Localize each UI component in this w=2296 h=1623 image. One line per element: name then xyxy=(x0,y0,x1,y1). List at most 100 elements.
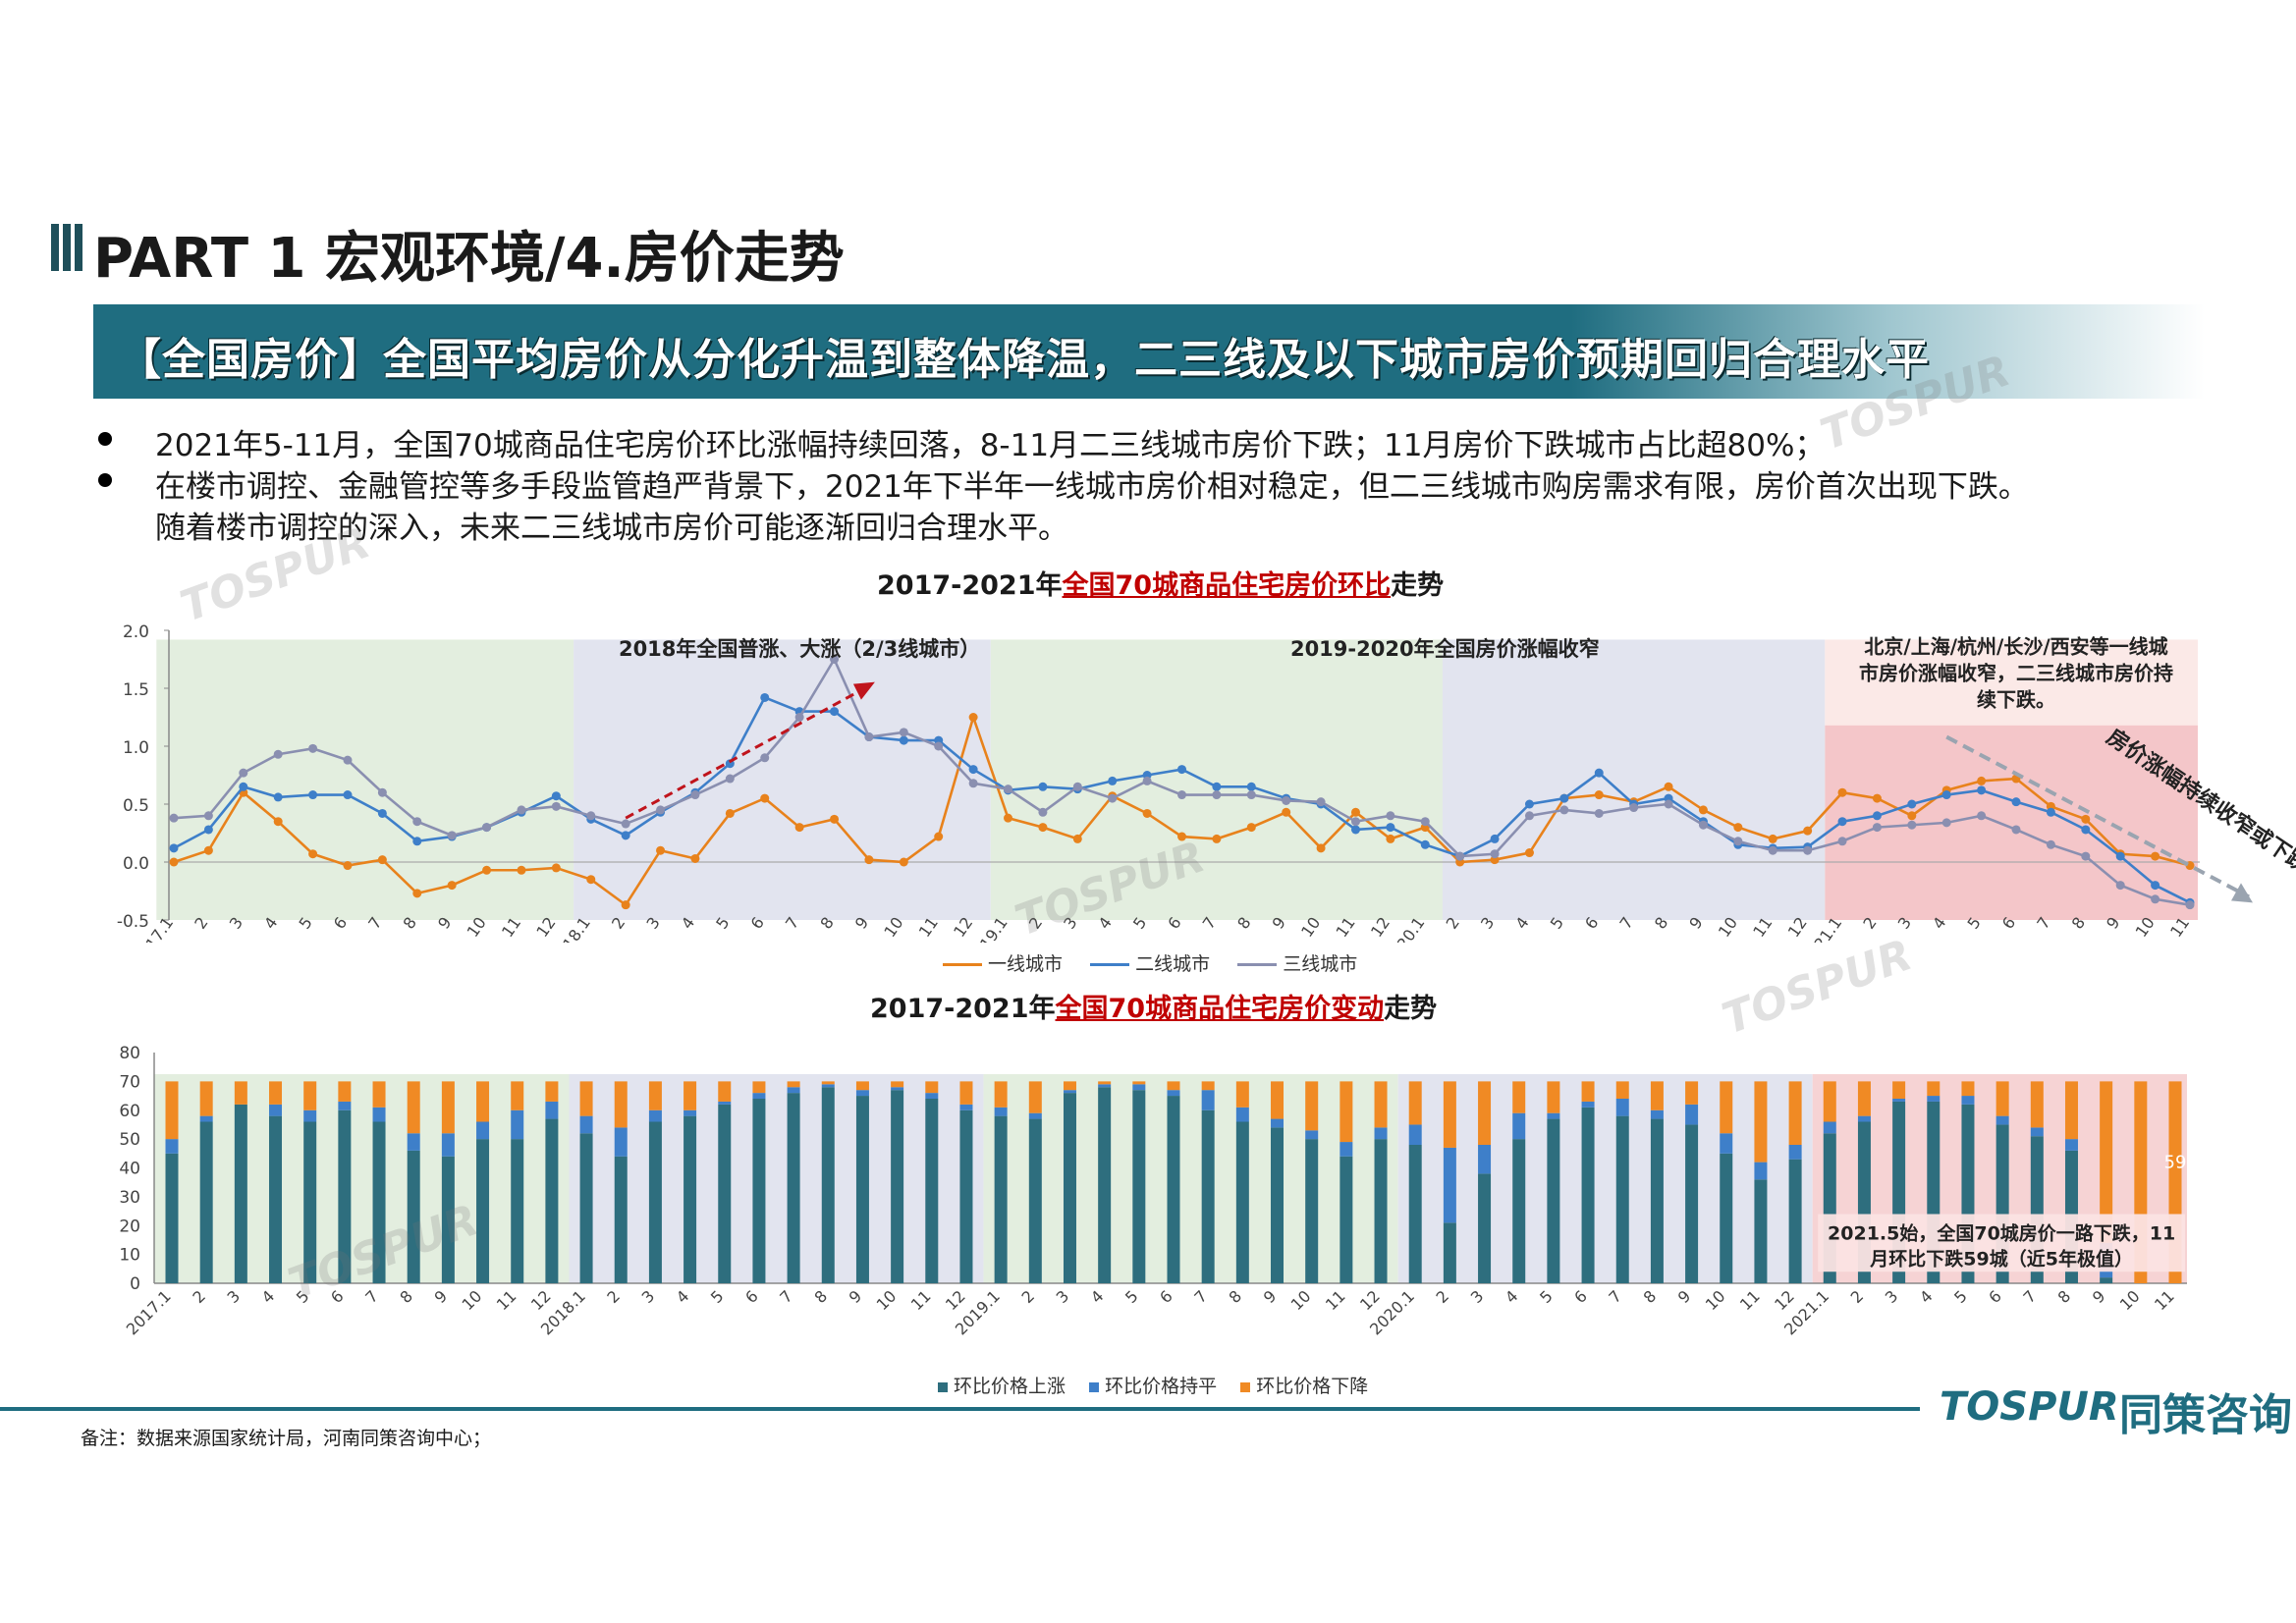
data-point-tier3 xyxy=(2115,881,2125,891)
x-tick-label: 6 xyxy=(327,1286,348,1307)
chart1-title-post: 走势 xyxy=(1391,570,1445,601)
data-point-tier3 xyxy=(1872,823,1882,833)
data-point-tier1 xyxy=(621,900,630,910)
x-tick-label: 4 xyxy=(673,1286,693,1307)
bar-segment-flat xyxy=(1995,1115,2009,1125)
bar-segment-flat xyxy=(1132,1084,1146,1091)
bar-segment-up xyxy=(545,1118,559,1283)
x-tick-label: 4 xyxy=(1502,1286,1522,1307)
data-point-tier3 xyxy=(1629,803,1639,813)
bar-segment-down xyxy=(752,1081,766,1094)
x-tick-label: 5 xyxy=(1950,1286,1971,1307)
bar-segment-flat xyxy=(1063,1090,1076,1094)
bar-segment-flat xyxy=(1788,1145,1802,1160)
data-point-tier2 xyxy=(1941,790,1951,800)
data-point-tier2 xyxy=(1177,765,1186,775)
footnote: 备注：数据来源国家统计局，河南同策咨询中心； xyxy=(81,1428,492,1449)
legend-tier2-icon xyxy=(1090,963,1130,966)
data-point-tier2 xyxy=(551,791,561,801)
bar-segment-flat xyxy=(2064,1139,2078,1151)
data-point-tier1 xyxy=(1907,811,1917,821)
y-tick-label: 0 xyxy=(130,1274,140,1294)
bar-segment-flat xyxy=(855,1090,869,1097)
bar-segment-down xyxy=(1961,1081,1975,1097)
bar-segment-down xyxy=(787,1081,800,1088)
data-point-tier1 xyxy=(551,863,561,873)
period-band-2021 xyxy=(1825,725,2198,920)
legend-flat-label: 环比价格持平 xyxy=(1105,1376,1218,1397)
bar-segment-up xyxy=(1028,1118,1042,1283)
x-tick-label: 8 xyxy=(810,1286,831,1307)
bar-segment-up xyxy=(476,1139,490,1283)
bar-segment-flat xyxy=(1650,1109,1664,1119)
x-tick-label: 2 xyxy=(1433,1286,1453,1307)
data-point-tier1 xyxy=(1872,793,1882,803)
data-point-tier2 xyxy=(1490,834,1500,843)
data-point-tier3 xyxy=(899,728,908,737)
x-tick-label: 11 xyxy=(493,1286,520,1314)
bar-segment-up xyxy=(303,1121,317,1283)
data-point-tier3 xyxy=(690,790,700,800)
bar-segment-up xyxy=(821,1087,835,1283)
x-tick-label: 7 xyxy=(1605,1286,1625,1307)
y-tick-label: -0.5 xyxy=(117,912,149,932)
data-point-tier1 xyxy=(1072,834,1082,843)
data-point-tier2 xyxy=(1386,823,1395,833)
legend-down-label: 环比价格下降 xyxy=(1256,1376,1369,1397)
x-tick-label: 10 xyxy=(1287,1286,1315,1314)
x-tick-label: 8 xyxy=(1226,1286,1246,1307)
bar-segment-down xyxy=(1235,1081,1249,1108)
watermark-logo: TOSPUR xyxy=(1716,930,1919,1045)
data-point-tier3 xyxy=(1072,782,1082,791)
bar-segment-up xyxy=(648,1121,662,1283)
x-tick-label: 5 xyxy=(293,1286,313,1307)
bar-segment-up xyxy=(2100,1277,2113,1283)
bar-segment-down xyxy=(648,1081,662,1110)
data-point-tier3 xyxy=(2046,839,2055,849)
data-point-tier2 xyxy=(239,782,248,791)
bar-segment-up xyxy=(925,1099,939,1283)
bullet-text: 在楼市调控、金融管控等多手段监管趋严背景下，2021年下半年一线城市房价相对稳定… xyxy=(155,469,2029,505)
bar-segment-down xyxy=(1892,1081,1906,1099)
x-tick-label: 5 xyxy=(1536,1286,1557,1307)
x-tick-label: 9 xyxy=(2089,1286,2109,1307)
data-point-tier3 xyxy=(343,755,353,765)
data-point-tier1 xyxy=(1664,782,1673,791)
bar-segment-flat xyxy=(925,1093,939,1099)
bar-segment-down xyxy=(855,1081,869,1091)
bar-segment-flat xyxy=(199,1115,213,1122)
x-tick-label: 3 xyxy=(1467,1286,1488,1307)
bar-segment-flat xyxy=(1581,1101,1595,1108)
bar-segment-down xyxy=(476,1081,490,1122)
data-point-tier3 xyxy=(968,779,978,788)
x-tick-label: 10 xyxy=(459,1286,486,1314)
bar-segment-down xyxy=(1201,1081,1215,1091)
bar-segment-flat xyxy=(1305,1130,1319,1140)
bar-segment-up xyxy=(1685,1124,1699,1283)
y-tick-label: 10 xyxy=(119,1246,140,1266)
data-point-tier1 xyxy=(1212,834,1222,843)
data-point-tier2 xyxy=(1038,782,1048,791)
data-point-tier3 xyxy=(2185,900,2195,910)
data-point-tier3 xyxy=(1559,805,1569,815)
legend-tier3-label: 三线城市 xyxy=(1283,953,1358,975)
data-point-tier1 xyxy=(934,832,944,841)
data-point-tier3 xyxy=(1420,817,1430,827)
x-tick-label: 3 xyxy=(638,1286,659,1307)
bar-segment-flat xyxy=(2030,1127,2044,1137)
bar-segment-flat xyxy=(959,1104,973,1110)
x-tick-label: 8 xyxy=(1640,1286,1661,1307)
chart2-title-highlight: 全国70城商品住宅房价变动 xyxy=(1055,994,1385,1024)
data-point-tier2 xyxy=(1872,811,1882,821)
data-point-tier1 xyxy=(656,845,666,855)
bar-segment-down xyxy=(579,1081,593,1116)
data-point-tier3 xyxy=(830,655,840,664)
bar-segment-up xyxy=(511,1139,524,1283)
bar-segment-down xyxy=(1408,1081,1422,1125)
bar-segment-flat xyxy=(752,1093,766,1099)
data-point-tier3 xyxy=(1768,845,1777,855)
period-band xyxy=(569,1074,984,1283)
data-point-tier3 xyxy=(1594,808,1604,818)
chart1-title-highlight: 全国70城商品住宅房价环比 xyxy=(1062,570,1392,601)
banner-title: 【全国房价】全国平均房价从分化升温到整体降温，二三线及以下城市房价预期回归合理水… xyxy=(118,335,1930,385)
